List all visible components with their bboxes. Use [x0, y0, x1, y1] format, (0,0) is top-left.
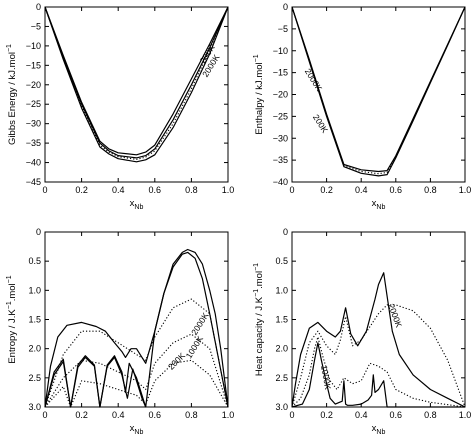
y-axis-label: Enthalpy / kJ.mol−1 [253, 54, 265, 134]
y-tick-label: 3.0 [28, 402, 41, 412]
x-tick-label: 0.2 [75, 185, 88, 195]
y-tick-label: −15 [273, 68, 288, 78]
y-tick-label: 0 [283, 2, 288, 12]
y-tick-label: −20 [273, 90, 288, 100]
y-tick-label: −45 [26, 177, 41, 187]
series-line-2 [44, 6, 229, 163]
plot-frame [291, 6, 466, 183]
x-tick-label: 0.8 [424, 410, 437, 420]
series-line-2 [291, 342, 465, 408]
series-line-1 [291, 272, 466, 408]
y-tick-label: −10 [26, 41, 41, 51]
y-tick-label: 1.0 [28, 285, 41, 295]
y-tick-label: 1.5 [28, 315, 41, 325]
y-tick-label: −30 [273, 133, 288, 143]
series-line-4 [44, 298, 229, 408]
x-tick-label: 0 [42, 185, 47, 195]
x-tick-label: 0.6 [390, 410, 403, 420]
y-tick-label: −5 [31, 21, 41, 31]
x-tick-label: 0.4 [112, 410, 125, 420]
y-tick-label: 2.5 [275, 373, 288, 383]
x-tick-label: 0 [289, 185, 294, 195]
curve-annotation: 1000K [184, 334, 206, 360]
y-tick-label: 3.0 [275, 402, 288, 412]
series-line-5 [44, 333, 229, 408]
y-tick-label: 2.0 [275, 344, 288, 354]
series-line-4 [291, 336, 466, 408]
y-tick-label: 1.5 [275, 315, 288, 325]
x-tick-label: 0.2 [75, 410, 88, 420]
y-tick-label: 0 [283, 227, 288, 237]
series-line-1 [44, 248, 229, 408]
series-line-4 [44, 6, 229, 160]
series-line-1 [44, 6, 229, 159]
x-tick-label: 1.0 [459, 185, 472, 195]
x-axis-label: xNb [372, 198, 386, 211]
y-tick-label: −30 [26, 119, 41, 129]
y-tick-label: 0.5 [275, 256, 288, 266]
y-tick-label: 2.0 [28, 344, 41, 354]
x-tick-label: 1.0 [222, 410, 235, 420]
y-tick-label: 1.0 [275, 285, 288, 295]
x-tick-label: 0.8 [185, 410, 198, 420]
y-tick-label: −25 [273, 111, 288, 121]
y-tick-label: −25 [26, 99, 41, 109]
chart-panel-1: 0 0.2 0.4 0.6 0.8 1.0 0 −5 −10 −15 −20 −25 −30 −35 −40… [6, 2, 234, 211]
x-axis-label: xNb [130, 423, 144, 436]
y-tick-label: 0.5 [28, 256, 41, 266]
y-tick-label: −20 [26, 80, 41, 90]
x-tick-label: 1.0 [459, 410, 472, 420]
series-line-3 [291, 304, 466, 408]
x-tick-label: 0.4 [112, 185, 125, 195]
x-axis-label: xNb [372, 423, 386, 436]
y-tick-label: −15 [26, 60, 41, 70]
series-line-3 [44, 6, 229, 156]
curve-annotation: 1000K [319, 364, 333, 390]
y-tick-label: −10 [273, 46, 288, 56]
y-axis-label: Entropy / J.K−1.mol−1 [6, 275, 18, 363]
x-tick-label: 0.4 [355, 185, 368, 195]
x-tick-label: 0.4 [355, 410, 368, 420]
y-axis-label: Heat capacity / J.K−1.mol−1 [253, 263, 265, 376]
x-axis-label: xNb [130, 198, 144, 211]
y-tick-label: 0 [36, 2, 41, 12]
chart-panel-3: 0 0.2 0.4 0.6 0.8 1.0 0 0.5 1.0 1.5 2.0 2.5 3.0 xNb En… [6, 227, 234, 436]
x-tick-label: 0 [42, 410, 47, 420]
x-tick-label: 1.0 [222, 185, 235, 195]
x-tick-label: 0.6 [149, 410, 162, 420]
chart-panel-2: 0 0.2 0.4 0.6 0.8 1.0 0 −5 −10 −15 −20 −25 −30 −35 −40… [253, 2, 471, 211]
x-tick-label: 0.2 [320, 410, 333, 420]
y-tick-label: −35 [273, 155, 288, 165]
x-tick-label: 0.6 [149, 185, 162, 195]
y-tick-label: 0 [36, 227, 41, 237]
chart-panel-4: 0 0.2 0.4 0.6 0.8 1.0 0 0.5 1.0 1.5 2.0 2.5 3.0 xNb He… [253, 227, 471, 436]
y-tick-label: −40 [273, 177, 288, 187]
y-tick-label: −35 [26, 138, 41, 148]
y-tick-label: −5 [278, 24, 288, 34]
curve-annotation: 2000K [189, 310, 211, 336]
x-tick-label: 0.6 [390, 185, 403, 195]
x-tick-label: 0 [289, 410, 294, 420]
x-tick-label: 0.2 [320, 185, 333, 195]
series-line-3 [44, 356, 147, 408]
curve-annotation: 2000K [386, 302, 404, 329]
y-tick-label: 2.5 [28, 373, 41, 383]
y-axis-label: Gibbs Energy / kJ.mol−1 [6, 44, 18, 145]
plot-frame [44, 6, 229, 183]
y-tick-label: −40 [26, 158, 41, 168]
curve-annotation: 2000K [303, 67, 325, 93]
x-tick-label: 0.8 [185, 185, 198, 195]
plot-frame [291, 231, 466, 408]
x-tick-label: 0.8 [424, 185, 437, 195]
